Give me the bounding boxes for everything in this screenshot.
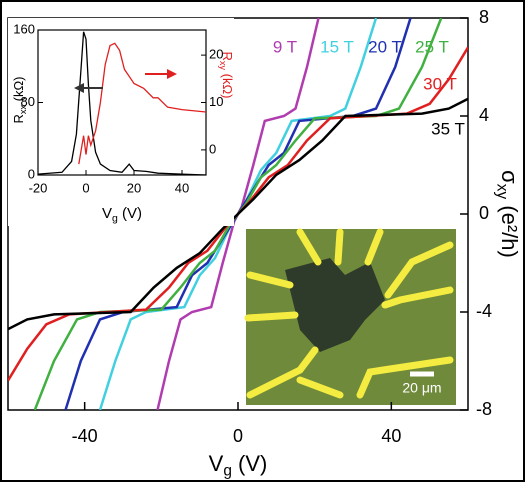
inset-y-label-sub: xx xyxy=(18,105,28,115)
x-tick-label: 40 xyxy=(381,426,401,446)
x-tick-label: -20 xyxy=(29,180,48,195)
x-axis-label-main: V xyxy=(209,451,224,476)
inset-y2-label-unit: (kΩ) xyxy=(220,70,235,99)
arrows xyxy=(74,69,177,93)
y-tick-label: -4 xyxy=(476,301,492,321)
x-tick-label: 40 xyxy=(175,180,189,195)
series-label: 15 T xyxy=(320,37,354,56)
inset-x-label-sub: g xyxy=(112,212,118,224)
series-line xyxy=(38,31,206,175)
series-label: 25 T xyxy=(415,37,449,56)
y-tick-label: 0 xyxy=(479,203,489,223)
x-tick-label: 0 xyxy=(233,426,243,446)
y-tick-label: 8 xyxy=(479,7,489,27)
y-tick-label: 0 xyxy=(28,166,35,181)
inset-y-label: Rxx (kΩ) xyxy=(11,77,28,124)
inset-y-label-main: R xyxy=(11,114,26,123)
y-tick-label: 80 xyxy=(21,94,35,109)
series-line xyxy=(78,42,206,165)
y2-tick-label: 20 xyxy=(209,47,223,62)
scale-bar-label: 20 μm xyxy=(402,380,441,396)
series-label: 30 T xyxy=(423,74,457,93)
inset-y2-label-sub: xy xyxy=(218,61,228,71)
y-tick-label: 160 xyxy=(13,21,35,36)
series-label: 35 T xyxy=(431,119,465,138)
inset-y-label-unit: (kΩ) xyxy=(11,77,26,106)
inset-y2-label: Rxy (kΩ) xyxy=(218,52,235,99)
inset-x-label: Vg (V) xyxy=(102,205,142,224)
y-tick-label: 4 xyxy=(479,105,489,125)
y-axis-label-sub: xy xyxy=(493,184,510,200)
series-label: 20 T xyxy=(368,37,402,56)
x-tick-label: -40 xyxy=(72,426,98,446)
x-axis-label-sub: g xyxy=(223,463,232,480)
y2-tick-label: 10 xyxy=(209,94,223,109)
series-line xyxy=(8,97,468,331)
x-axis-label: Vg (V) xyxy=(209,451,268,480)
y2-tick-label: 0 xyxy=(209,141,216,156)
y-tick-label: -8 xyxy=(476,399,492,419)
inset-x-label-main: V xyxy=(102,205,112,222)
inset-background xyxy=(8,18,234,226)
x-tick-label: 20 xyxy=(127,180,141,195)
inset-y2-label-main: R xyxy=(220,52,235,61)
y-axis-label-main: σ xyxy=(497,170,522,184)
series-label: 9 T xyxy=(273,37,297,56)
x-tick-label: 0 xyxy=(82,180,89,195)
y-axis-label: σxy (e²/h) xyxy=(493,170,522,258)
x-axis-label-unit: (V) xyxy=(232,451,267,476)
micrograph xyxy=(244,227,458,407)
y-axis-label-unit: (e²/h) xyxy=(497,199,522,258)
inset-x-label-unit: (V) xyxy=(118,205,142,222)
